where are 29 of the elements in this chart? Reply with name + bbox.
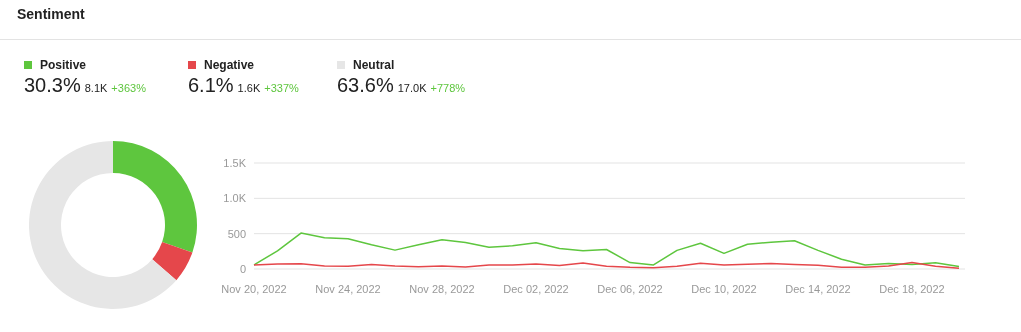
data-label: 6.1% [188,74,234,96]
x-tick-label: Dec 10, 2022 [691,282,757,295]
y-tick-label: 0 [239,262,246,275]
legend-label: Negative [203,58,256,72]
y-tick-label: 500 [227,227,246,240]
text: +337% [264,82,299,94]
legend-label: Positive [39,58,88,72]
x-tick-label: Nov 20, 2022 [221,282,287,295]
data-label: 63.6% [337,74,394,96]
text: 1.6K [237,82,261,94]
text: +778% [430,82,466,94]
x-tick-label: Dec 18, 2022 [879,282,945,295]
x-tick-label: Dec 14, 2022 [785,282,851,295]
line-series [253,232,960,268]
chart-title: Sentiment [17,6,85,22]
x-tick-label: Dec 02, 2022 [503,282,569,295]
x-tick-label: Nov 28, 2022 [409,282,475,295]
donut-slice [113,141,197,253]
legend-label: Neutral [352,58,396,72]
y-tick-label: 1.5K [223,156,247,169]
text: +363% [111,82,146,94]
text: 17.0K [397,82,427,94]
text: 8.1K [84,82,108,94]
x-tick-label: Nov 24, 2022 [315,282,381,295]
donut-slice [29,141,177,309]
y-tick-label: 1.0K [223,192,247,205]
donut-slice [152,242,193,281]
data-label: 30.3% [24,74,81,96]
x-tick-label: Dec 06, 2022 [597,282,663,295]
